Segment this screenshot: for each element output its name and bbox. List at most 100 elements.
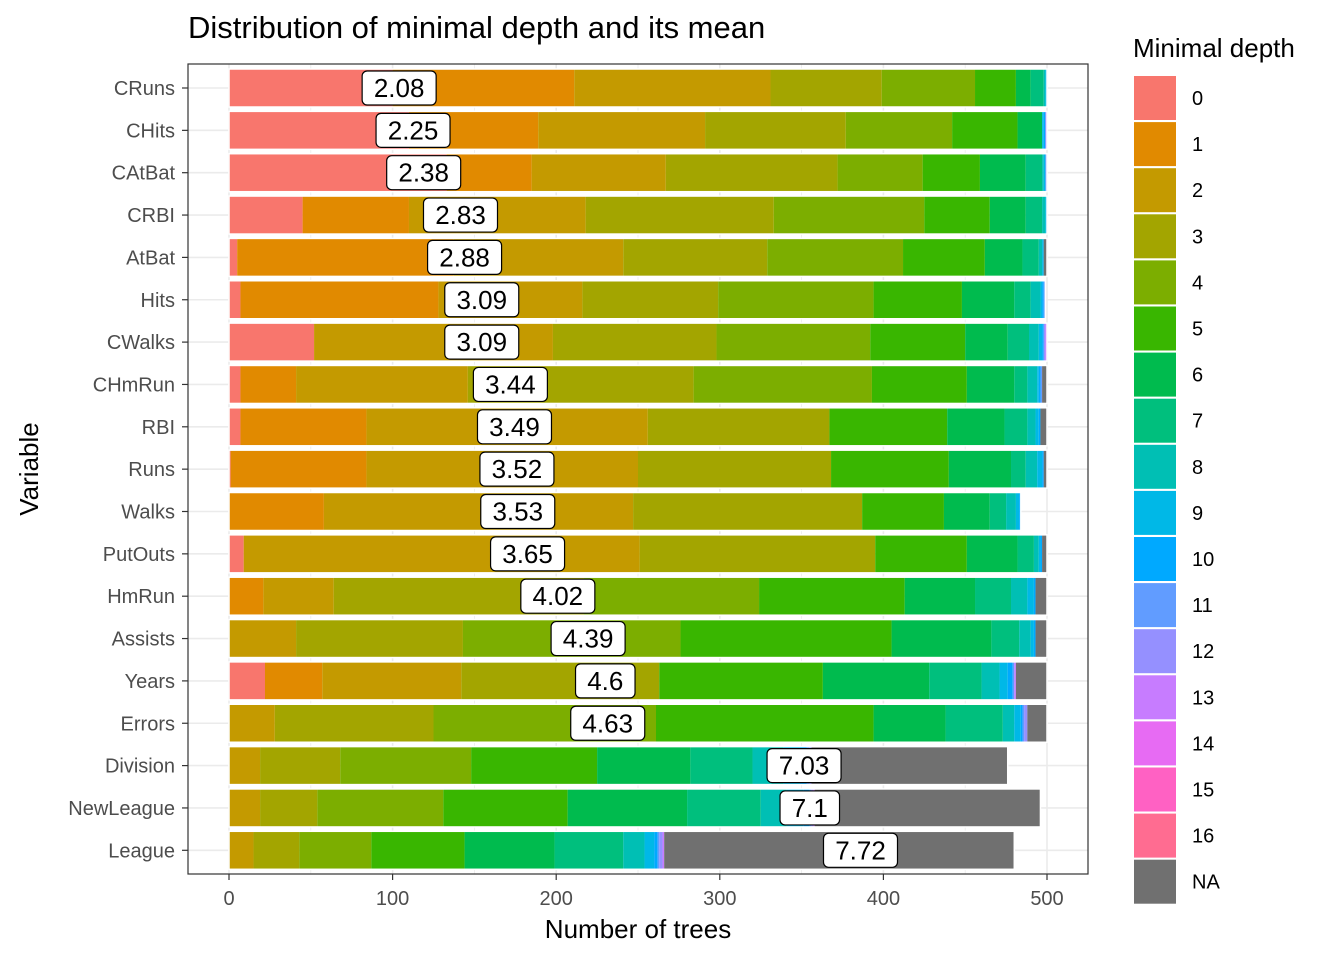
legend-swatch: [1134, 767, 1176, 812]
legend-label: 3: [1192, 226, 1203, 248]
bar-segment: [659, 831, 663, 870]
mean-label-box: [570, 705, 646, 741]
bar-segment: [1038, 238, 1043, 277]
bar-segment: [623, 238, 768, 277]
bar-segment: [1033, 534, 1039, 573]
bar-outline: [228, 237, 1048, 278]
legend-label: 1: [1192, 134, 1203, 156]
x-tick-label: 100: [376, 888, 409, 910]
legend-label: 4: [1192, 272, 1203, 294]
bar-segment: [229, 577, 264, 616]
bar-outline: [228, 491, 1022, 532]
bar-segment: [1027, 407, 1036, 446]
bar-segment: [981, 661, 1000, 700]
bar-segment: [1042, 238, 1044, 277]
bar-segment: [705, 111, 846, 150]
bar-segment: [1045, 323, 1047, 362]
bar-segment: [924, 196, 990, 235]
bar-segment: [229, 196, 303, 235]
x-axis-title: Number of trees: [545, 914, 731, 944]
bar-segment: [904, 577, 976, 616]
mean-label-box: [479, 451, 555, 487]
bar-segment: [999, 661, 1008, 700]
bar-segment: [317, 788, 444, 827]
bar-segment: [922, 153, 980, 192]
mean-label: 4.6: [587, 666, 623, 696]
bar-outline: [228, 534, 1048, 574]
bar-segment: [1035, 577, 1047, 616]
bar-segment: [966, 534, 1018, 573]
mean-label-box: [386, 155, 462, 191]
bar-segment: [229, 831, 254, 870]
bar-segment: [1029, 323, 1039, 362]
bar-segment: [264, 661, 323, 700]
bar-segment: [229, 534, 244, 573]
legend-swatch: [1134, 168, 1176, 213]
mean-label-box: [489, 536, 566, 572]
mean-label: 2.25: [388, 115, 439, 145]
mean-label: 4.02: [533, 581, 584, 611]
legend-swatch: [1134, 76, 1176, 120]
bar-segment: [260, 746, 341, 785]
legend-label: 2: [1192, 180, 1203, 202]
mean-label-box: [574, 663, 636, 699]
bar-outline: [228, 110, 1048, 151]
bar-segment: [966, 365, 1015, 404]
bar-outline: [228, 152, 1048, 193]
mean-label-box: [476, 409, 553, 445]
bar-segment: [240, 280, 439, 319]
x-tick-label: 400: [867, 888, 900, 910]
y-tick-label: League: [108, 840, 175, 862]
bar-segment: [229, 492, 324, 531]
legend-swatch: [1134, 398, 1176, 443]
bar-segment: [1011, 450, 1026, 489]
bar-segment: [873, 704, 946, 743]
y-tick-label: Assists: [112, 629, 175, 651]
mean-label-box: [444, 324, 520, 360]
bar-segment: [1042, 450, 1044, 489]
legend-label: 5: [1192, 319, 1203, 341]
bar-segment: [1011, 577, 1028, 616]
bar-segment: [873, 280, 962, 319]
legend-swatch: [1134, 352, 1176, 397]
bar-segment: [260, 788, 318, 827]
mean-label: 3.52: [492, 454, 543, 484]
mean-label: 2.83: [435, 200, 486, 230]
bar-segment: [1038, 365, 1041, 404]
bar-segment: [945, 704, 1003, 743]
mean-label: 2.88: [439, 242, 490, 272]
bar-segment: [1043, 69, 1046, 107]
bar-segment: [1045, 69, 1047, 107]
bar-segment: [296, 365, 468, 404]
bar-segment: [871, 365, 967, 404]
bar-segment: [1040, 280, 1043, 319]
bar-segment: [597, 746, 691, 785]
bar-segment: [947, 407, 1005, 446]
mean-label-box: [779, 790, 841, 826]
bar-segment: [1006, 492, 1016, 531]
y-tick-label: CWalks: [107, 332, 175, 354]
bar-segment: [718, 280, 874, 319]
bar-segment: [1024, 704, 1028, 743]
y-tick-label: CAtBat: [112, 163, 176, 185]
bar-segment: [1019, 619, 1031, 658]
y-tick-label: CRuns: [114, 78, 175, 100]
x-tick-label: 0: [223, 888, 234, 910]
legend-swatch: [1134, 675, 1176, 720]
mean-label: 3.53: [492, 497, 543, 527]
bar-segment: [929, 661, 982, 700]
bar-segment: [979, 153, 1026, 192]
bar-segment: [464, 831, 555, 870]
bar-segment: [984, 238, 1023, 277]
y-tick-label: Errors: [121, 713, 175, 735]
y-tick-label: Years: [125, 671, 175, 693]
bar-outline: [228, 449, 1048, 489]
bar-segment: [654, 831, 658, 870]
bar-segment: [229, 619, 297, 658]
bar-segment: [1015, 69, 1031, 107]
bar-segment: [680, 619, 892, 658]
bar-segment: [1025, 196, 1043, 235]
bar-outline: [228, 661, 1048, 701]
bar-segment: [1043, 153, 1046, 192]
